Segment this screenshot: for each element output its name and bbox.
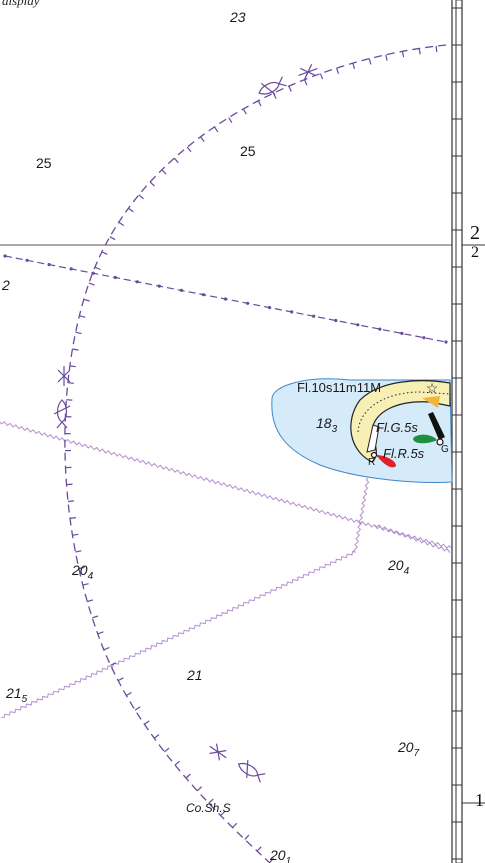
light-red-label: Fl.R.5s xyxy=(383,446,425,461)
jetty-arm xyxy=(428,412,445,440)
fishing-stakes-icon xyxy=(209,743,227,761)
seabed-nature-label: Co.Sh.S xyxy=(186,801,231,815)
fish-icon xyxy=(53,399,71,429)
pier xyxy=(366,424,380,453)
light-green-station xyxy=(436,438,444,446)
light-red-letter: R xyxy=(368,457,375,468)
light-red-station xyxy=(370,451,378,459)
green-light-flare xyxy=(413,434,437,444)
fish-icon xyxy=(237,760,266,783)
cable-lines xyxy=(0,420,452,719)
edge-label-right-upper: 2 xyxy=(470,222,480,244)
sounding-20-right: 204 xyxy=(387,557,410,577)
fishing-symbols xyxy=(53,64,318,783)
breakwater-land xyxy=(350,380,451,463)
sounding-21: 21 xyxy=(186,667,203,683)
top-note-fragment: display xyxy=(2,0,40,8)
fishing-stakes-icon xyxy=(298,64,318,80)
edge-label-right-lower: 1 xyxy=(475,790,484,810)
restricted-area-line xyxy=(3,254,448,344)
red-light-flare xyxy=(376,455,396,468)
sounding-23: 23 xyxy=(229,9,246,25)
dredged-limit xyxy=(357,391,451,433)
edge-label-right-upper-b: 2 xyxy=(471,244,479,261)
light-star-icon: ☆ xyxy=(426,380,439,396)
sounding-25-left: 25 xyxy=(36,155,52,171)
fishing-stakes-icon xyxy=(57,366,71,386)
chart-border-scale xyxy=(451,0,485,863)
light-green-label: Fl.G.5s xyxy=(376,420,418,435)
fish-icon xyxy=(258,76,287,95)
light-sector-yellow xyxy=(422,396,440,408)
sounding-20-bottom: 201 xyxy=(269,847,291,863)
sounding-21-left: 215 xyxy=(5,685,28,705)
sounding-18: 183 xyxy=(316,415,338,435)
light-green-letter: G xyxy=(441,444,449,455)
light-main-label: Fl.10s11m11M xyxy=(297,380,381,395)
sounding-20-lower: 207 xyxy=(397,739,420,759)
edge-label-left: 2 xyxy=(1,277,10,293)
sounding-20-left: 204 xyxy=(71,562,94,582)
sounding-25-right: 25 xyxy=(240,143,256,159)
